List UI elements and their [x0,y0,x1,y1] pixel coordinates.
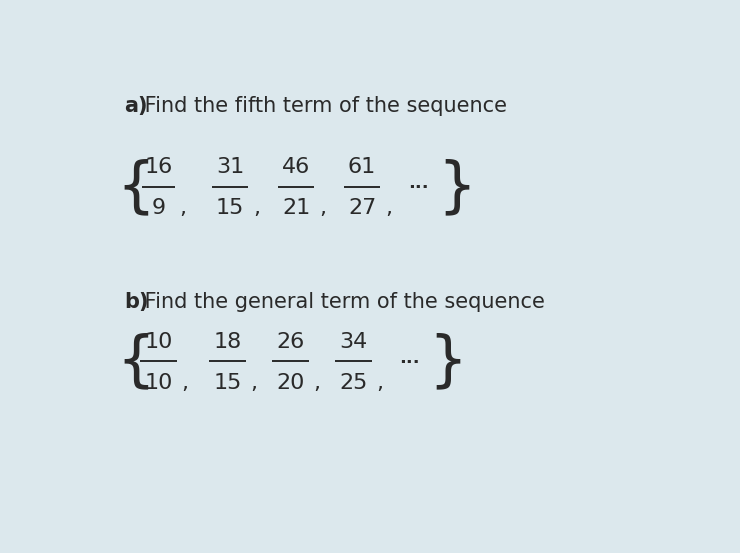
Text: 34: 34 [340,332,368,352]
Text: b): b) [124,292,149,312]
Text: 16: 16 [144,157,172,178]
Text: 25: 25 [339,373,368,393]
Text: 20: 20 [276,373,305,393]
Text: ,: , [253,198,260,218]
Text: 10: 10 [144,332,172,352]
Text: 21: 21 [282,198,310,218]
Text: 31: 31 [216,157,244,178]
Text: Find the general term of the sequence: Find the general term of the sequence [138,292,545,312]
Text: ,: , [179,198,186,218]
Text: 15: 15 [216,198,244,218]
Text: 18: 18 [213,332,241,352]
Text: ...: ... [400,349,420,367]
Text: 9: 9 [152,198,166,218]
Text: ,: , [385,198,392,218]
Text: 27: 27 [348,198,376,218]
Text: 10: 10 [144,373,172,393]
Text: ,: , [377,373,383,393]
Text: 26: 26 [276,332,304,352]
Text: ,: , [250,373,258,393]
Text: Find the fifth term of the sequence: Find the fifth term of the sequence [138,96,507,116]
Text: ...: ... [408,174,428,192]
Text: 61: 61 [348,157,376,178]
Text: }: } [437,158,476,217]
Text: 15: 15 [213,373,241,393]
Text: {: { [116,158,155,217]
Text: a): a) [124,96,147,116]
Text: }: } [428,333,468,392]
Text: 46: 46 [282,157,310,178]
Text: ,: , [319,198,326,218]
Text: ,: , [313,373,320,393]
Text: ,: , [181,373,189,393]
Text: {: { [116,333,155,392]
